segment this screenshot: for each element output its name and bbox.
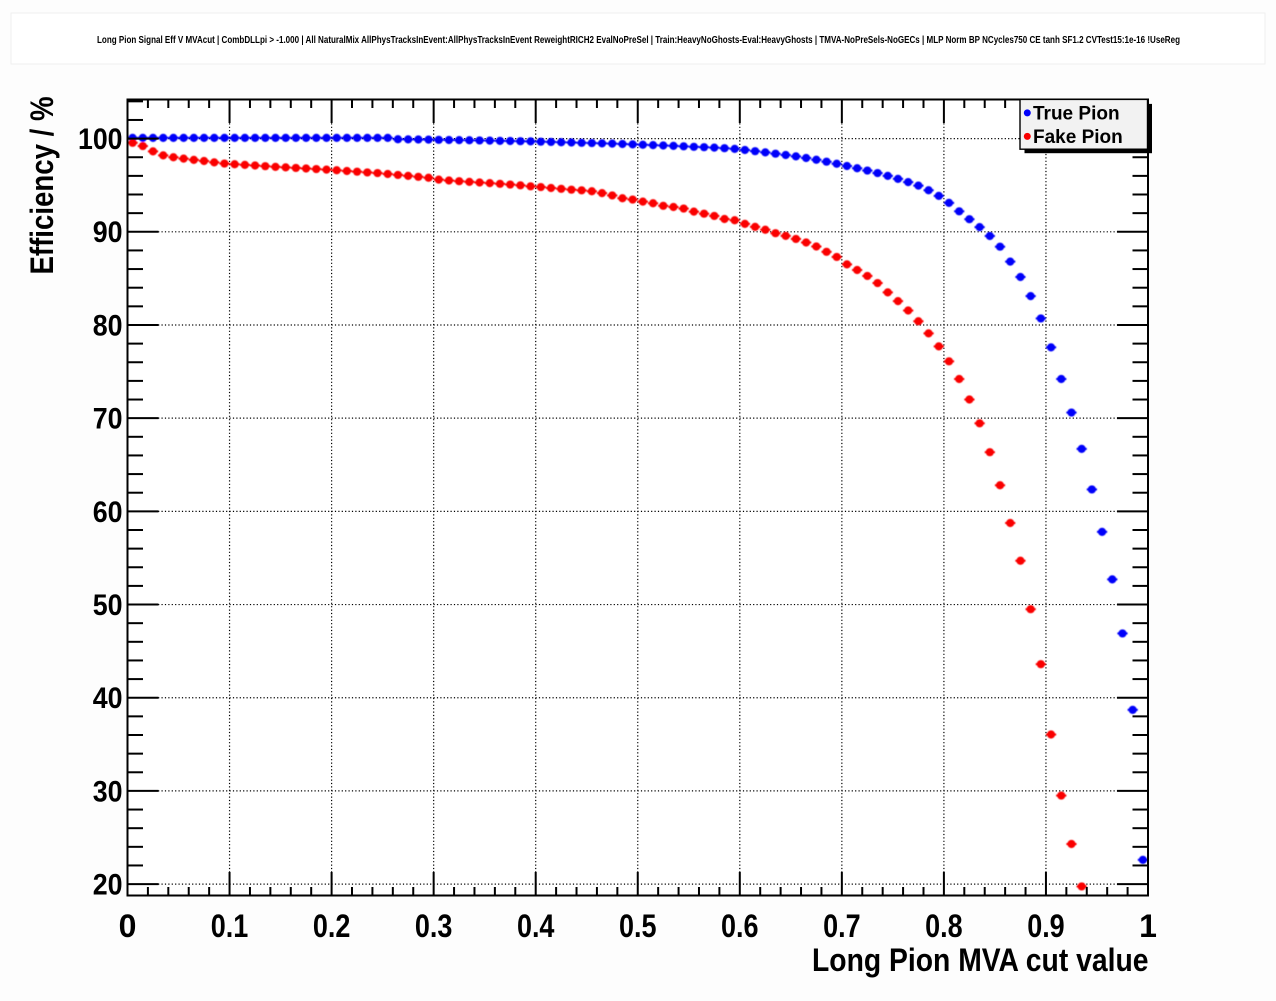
svg-text:Long Pion Signal Eff V MVAcut: Long Pion Signal Eff V MVAcut | CombDLLp… — [97, 35, 1180, 46]
svg-text:Long Pion MVA cut value: Long Pion MVA cut value — [812, 942, 1149, 978]
svg-text:0.6: 0.6 — [721, 908, 759, 944]
svg-text:60: 60 — [93, 496, 123, 529]
svg-text:Fake Pion: Fake Pion — [1033, 127, 1123, 148]
svg-text:90: 90 — [93, 216, 123, 249]
svg-text:40: 40 — [93, 682, 123, 715]
svg-text:1: 1 — [1139, 908, 1157, 944]
svg-text:70: 70 — [93, 403, 123, 436]
svg-text:20: 20 — [93, 869, 123, 902]
svg-text:0.4: 0.4 — [517, 908, 555, 944]
svg-text:0.2: 0.2 — [313, 908, 351, 944]
svg-text:50: 50 — [93, 589, 123, 622]
svg-text:0.8: 0.8 — [925, 908, 963, 944]
svg-text:0.7: 0.7 — [823, 908, 861, 944]
svg-text:True Pion: True Pion — [1033, 103, 1120, 124]
svg-text:30: 30 — [93, 775, 123, 808]
svg-text:Efficiency / %: Efficiency / % — [24, 97, 60, 275]
svg-text:0: 0 — [119, 908, 137, 944]
svg-text:0.1: 0.1 — [211, 908, 249, 944]
svg-text:0.3: 0.3 — [415, 908, 453, 944]
svg-text:0.5: 0.5 — [619, 908, 657, 944]
svg-text:80: 80 — [93, 309, 123, 342]
svg-text:0.9: 0.9 — [1027, 908, 1065, 944]
svg-text:100: 100 — [78, 123, 123, 156]
